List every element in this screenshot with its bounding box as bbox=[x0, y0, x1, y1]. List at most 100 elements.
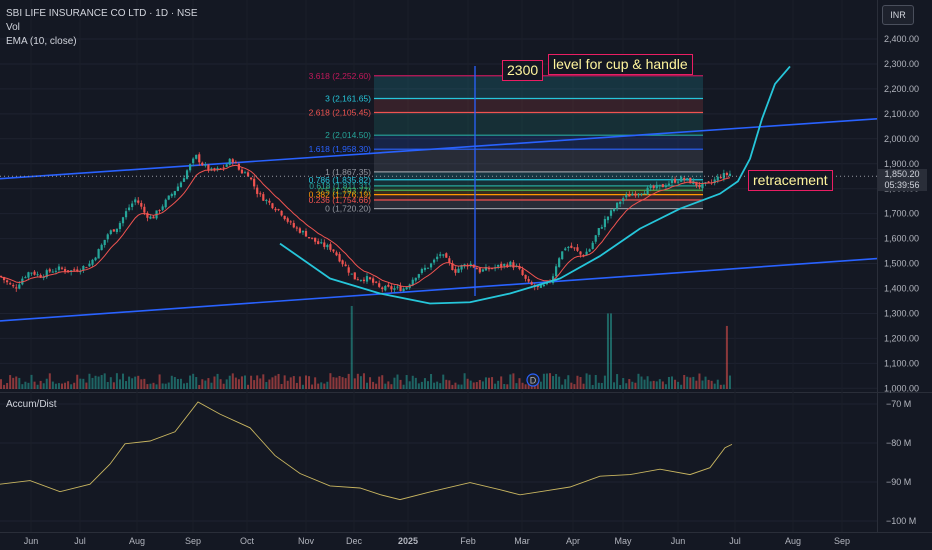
volume-bar bbox=[512, 373, 515, 389]
candle-body bbox=[295, 227, 298, 229]
candle-body bbox=[268, 200, 271, 203]
candle-body bbox=[118, 223, 122, 229]
volume-bar bbox=[646, 376, 649, 389]
volume-bar bbox=[329, 373, 332, 389]
fib-zone bbox=[374, 112, 703, 136]
time-tick-label: Jul bbox=[729, 536, 741, 546]
volume-bar bbox=[503, 384, 506, 389]
candle-body bbox=[332, 249, 335, 252]
candle-body bbox=[134, 199, 137, 203]
candle-body bbox=[195, 154, 198, 159]
candle-body bbox=[112, 229, 115, 232]
candle-body bbox=[423, 267, 427, 270]
indicator-tick-label: −90 M bbox=[886, 477, 911, 487]
candle-body bbox=[36, 274, 39, 276]
candle-body bbox=[341, 260, 344, 265]
volume-bar bbox=[231, 373, 234, 389]
candle-body bbox=[561, 251, 564, 260]
volume-bar bbox=[158, 374, 161, 389]
volume-bar bbox=[491, 377, 494, 389]
candle-body bbox=[542, 284, 545, 287]
fib-level-label: 2.618 (2,105.45) bbox=[309, 107, 372, 117]
candle-body bbox=[448, 258, 451, 263]
candle-body bbox=[0, 275, 3, 278]
candle-body bbox=[475, 268, 478, 270]
candle-body bbox=[265, 199, 268, 202]
volume-bar bbox=[610, 313, 612, 389]
volume-bar bbox=[521, 382, 524, 389]
candle-body bbox=[637, 193, 640, 195]
volume-bar bbox=[244, 375, 246, 389]
candle-body bbox=[576, 247, 579, 251]
volume-bar bbox=[481, 381, 484, 389]
volume-bar bbox=[542, 373, 545, 389]
volume-bar bbox=[369, 377, 372, 389]
candle-body bbox=[335, 252, 338, 256]
candle-body bbox=[158, 210, 161, 212]
volume-bar bbox=[359, 376, 362, 389]
volume-bar bbox=[216, 373, 219, 389]
candle-body bbox=[695, 181, 698, 186]
volume-bar bbox=[128, 376, 131, 389]
volume-bar bbox=[494, 383, 497, 389]
candle-body bbox=[433, 259, 436, 263]
volume-bar bbox=[131, 378, 134, 389]
candle-body bbox=[722, 173, 725, 179]
candle-body bbox=[426, 267, 430, 269]
volume-bar bbox=[509, 374, 512, 389]
volume-bar bbox=[536, 382, 539, 389]
volume-bar bbox=[240, 376, 243, 389]
candle-body bbox=[103, 239, 106, 246]
candle-body bbox=[625, 194, 628, 198]
volume-bar bbox=[198, 384, 201, 389]
candle-body bbox=[728, 173, 732, 176]
fib-level-label: 0.618 (1,811.31) bbox=[309, 181, 371, 191]
candle-body bbox=[673, 178, 677, 183]
candle-body bbox=[344, 264, 347, 267]
ema-line bbox=[0, 164, 731, 288]
volume-bar bbox=[27, 382, 30, 389]
candle-body bbox=[164, 199, 167, 208]
price-tick-label: 2,000.00 bbox=[884, 134, 919, 144]
volume-bar bbox=[649, 381, 652, 389]
candle-body bbox=[521, 269, 524, 275]
fib-level-label: 0 (1,720.20) bbox=[325, 204, 371, 214]
candle-body bbox=[140, 203, 143, 207]
candle-body bbox=[228, 158, 231, 165]
candle-body bbox=[6, 280, 9, 283]
volume-bar bbox=[466, 378, 469, 389]
fib-zone bbox=[374, 98, 703, 113]
volume-bar bbox=[253, 380, 256, 389]
candle-body bbox=[356, 279, 359, 281]
time-tick-label: Aug bbox=[785, 536, 801, 546]
candle-body bbox=[45, 270, 48, 278]
retracement-label: retracement bbox=[748, 170, 833, 191]
price-tick-label: 1,500.00 bbox=[884, 259, 919, 269]
time-tick-label: Jun bbox=[671, 536, 686, 546]
time-tick-label: Mar bbox=[514, 536, 530, 546]
candle-body bbox=[131, 203, 134, 208]
candle-body bbox=[591, 242, 594, 249]
candle-body bbox=[286, 218, 289, 222]
volume-bar bbox=[698, 373, 701, 389]
candle-body bbox=[658, 184, 661, 186]
volume-bar bbox=[308, 376, 311, 389]
candle-body bbox=[350, 273, 353, 275]
volume-bar bbox=[710, 380, 713, 389]
fib-level-label: 3.618 (2,252.60) bbox=[309, 71, 372, 81]
time-tick-label: Jun bbox=[24, 536, 39, 546]
candle-body bbox=[457, 268, 460, 273]
volume-bar bbox=[414, 377, 417, 389]
volume-bar bbox=[167, 382, 170, 389]
volume-bar bbox=[686, 376, 689, 389]
price-tick-label: 1,400.00 bbox=[884, 284, 919, 294]
channel-lower-line bbox=[0, 257, 878, 322]
volume-bar bbox=[36, 384, 39, 389]
volume-bar bbox=[591, 384, 594, 389]
volume-bar bbox=[692, 376, 695, 389]
volume-bar bbox=[366, 382, 368, 389]
candle-body bbox=[30, 272, 33, 274]
candle-body bbox=[314, 237, 317, 242]
currency-button[interactable]: INR bbox=[882, 5, 914, 25]
